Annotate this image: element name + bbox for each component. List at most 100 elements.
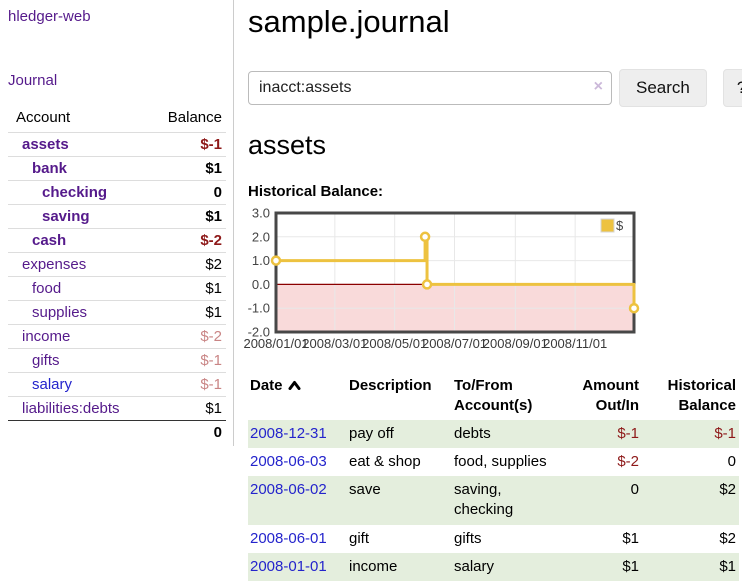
txn-amount: 0 xyxy=(630,481,639,498)
txn-description: gift xyxy=(349,529,370,547)
txn-date-cell: 2008-06-01 xyxy=(248,525,347,553)
svg-text:3.0: 3.0 xyxy=(252,206,270,221)
txn-description: pay off xyxy=(349,424,394,442)
txn-amount: $1 xyxy=(622,557,639,575)
svg-text:1.0: 1.0 xyxy=(252,253,270,268)
txn-balance: $2 xyxy=(719,529,736,547)
sidebar-item-journal[interactable]: Journal xyxy=(8,72,58,89)
svg-text:2008/11/01: 2008/11/01 xyxy=(543,336,607,351)
txn-amount: $1 xyxy=(622,529,639,547)
txn-date-link[interactable]: 2008-06-01 xyxy=(250,529,327,547)
txn-date-cell: 2008-06-03 xyxy=(248,448,347,476)
sidebar: hledger-web Journal Account Balance asse… xyxy=(0,0,234,446)
page-title: sample.journal xyxy=(248,4,450,39)
account-link[interactable]: income xyxy=(22,328,71,345)
account-name-cell: salary xyxy=(8,372,146,397)
account-row: checking 0 xyxy=(8,180,226,205)
register-tbody: 2008-12-31 pay off debts $-1 $-1 2008-06-03 ea… xyxy=(248,419,739,581)
account-row: cash $-2 xyxy=(8,228,226,253)
account-balance: $1 xyxy=(145,396,226,421)
account-name-cell: food xyxy=(8,276,146,301)
chart-container: $3.0 2.0 1.0 0.0 -1.0 -2.0 2008/01/01 2008/03/0… xyxy=(243,206,742,356)
account-balance: $1 xyxy=(145,300,226,325)
accounts-header-balance: Balance xyxy=(167,109,222,126)
account-link[interactable]: liabilities:debts xyxy=(22,400,120,417)
account-balance: $1 xyxy=(145,204,226,229)
account-name-cell: assets xyxy=(8,132,146,157)
account-link[interactable]: assets xyxy=(22,136,69,153)
account-row: saving $1 xyxy=(8,204,226,229)
txn-amount: $-1 xyxy=(617,424,639,442)
register-header-accounts: To/From Account(s) xyxy=(454,377,533,415)
account-balance: $-1 xyxy=(145,132,226,157)
txn-accounts: saving, checking xyxy=(454,481,514,519)
account-balance: $2 xyxy=(145,252,226,277)
account-row: income $-2 xyxy=(8,324,226,349)
account-name-cell: bank xyxy=(8,156,146,181)
account-name-cell: gifts xyxy=(8,348,146,373)
account-name-cell: supplies xyxy=(8,300,146,325)
account-link[interactable]: expenses xyxy=(22,256,87,273)
account-row: supplies $1 xyxy=(8,300,226,325)
account-link[interactable]: bank xyxy=(32,160,68,177)
txn-date-link[interactable]: 2008-06-03 xyxy=(250,452,327,470)
search-button[interactable]: Search xyxy=(619,69,707,107)
brand-link[interactable]: hledger-web xyxy=(8,8,91,25)
account-link[interactable]: food xyxy=(32,280,62,297)
search-bar: × Search ? xyxy=(248,69,742,107)
txn-balance: $-1 xyxy=(714,424,736,442)
txn-date-link[interactable]: 2008-01-01 xyxy=(250,557,327,575)
account-link[interactable]: checking xyxy=(42,184,108,201)
account-heading: assets xyxy=(248,130,327,160)
account-row: gifts $-1 xyxy=(8,348,226,373)
svg-text:-2.0: -2.0 xyxy=(248,325,270,340)
txn-date-cell: 2008-06-02 xyxy=(248,476,347,525)
txn-accounts: debts xyxy=(454,424,491,442)
account-name-cell: checking xyxy=(8,180,146,205)
transaction-row: 2008-12-31 pay off debts $-1 $-1 xyxy=(248,419,739,448)
account-row: food $1 xyxy=(8,276,226,301)
txn-description: income xyxy=(349,557,398,575)
account-balance: $-1 xyxy=(145,348,226,373)
chart-title: Historical Balance: xyxy=(248,183,384,200)
account-balance: $1 xyxy=(145,276,226,301)
svg-text:2008/09/01: 2008/09/01 xyxy=(483,336,548,351)
account-name-cell: saving xyxy=(8,204,146,229)
account-row: salary $-1 xyxy=(8,372,226,397)
account-balance: $-2 xyxy=(145,324,226,349)
txn-amount: $-2 xyxy=(617,452,639,470)
svg-text:2008/05/01: 2008/05/01 xyxy=(362,336,427,351)
help-button[interactable]: ? xyxy=(722,69,742,107)
txn-date-cell: 2008-01-01 xyxy=(248,553,347,581)
sort-asc-icon xyxy=(288,377,301,394)
transaction-row: 2008-06-03 eat & shop food, supplies $-2 0 xyxy=(248,448,739,476)
accounts-table: Account Balance assets $-1 bank $1 checking 0… xyxy=(8,106,226,444)
search-input[interactable] xyxy=(248,71,612,105)
txn-accounts: food, supplies xyxy=(454,452,547,470)
svg-text:$: $ xyxy=(616,218,624,233)
txn-balance: $2 xyxy=(719,481,736,498)
txn-date-link[interactable]: 2008-06-02 xyxy=(250,481,327,498)
accounts-header-account: Account xyxy=(16,109,71,126)
transaction-row: 2008-06-01 gift gifts $1 $2 xyxy=(248,525,739,553)
account-balance: 0 xyxy=(145,180,226,205)
register-header-balance: Historical Balance xyxy=(667,377,736,415)
account-link[interactable]: gifts xyxy=(32,352,60,369)
svg-text:0.0: 0.0 xyxy=(252,277,270,292)
account-link[interactable]: salary xyxy=(32,376,73,393)
account-link[interactable]: supplies xyxy=(32,304,88,321)
account-row: assets $-1 xyxy=(8,132,226,157)
transaction-row: 2008-06-02 save saving, checking 0 $2 xyxy=(248,476,739,525)
clear-search-icon[interactable]: × xyxy=(593,78,603,95)
txn-description: eat & shop xyxy=(349,452,421,470)
accounts-total-row: 0 xyxy=(8,420,226,444)
register-header-date[interactable]: Date xyxy=(248,373,347,420)
accounts-total-balance: 0 xyxy=(145,420,226,444)
account-link[interactable]: cash xyxy=(32,232,67,249)
txn-date-cell: 2008-12-31 xyxy=(248,420,347,448)
account-name-cell: liabilities:debts xyxy=(8,396,146,421)
account-balance: $-1 xyxy=(145,372,226,397)
txn-date-link[interactable]: 2008-12-31 xyxy=(250,424,327,442)
account-link[interactable]: saving xyxy=(42,208,90,225)
svg-text:2.0: 2.0 xyxy=(252,229,270,244)
